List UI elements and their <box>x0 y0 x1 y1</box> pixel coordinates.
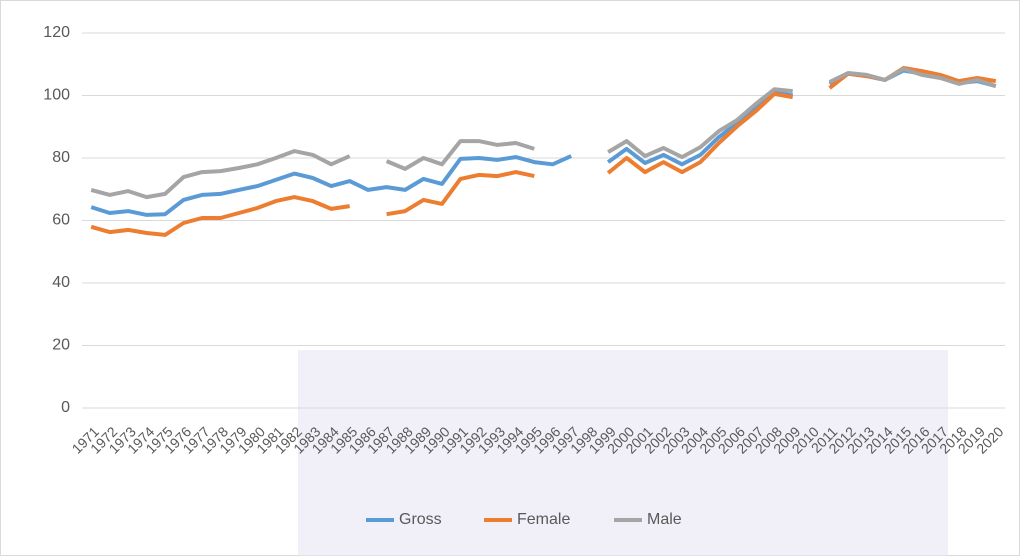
legend-label: Male <box>647 511 682 528</box>
y-tick-label: 0 <box>61 399 70 416</box>
y-tick-label: 80 <box>52 149 70 166</box>
y-tick-label: 40 <box>52 274 70 291</box>
series-line <box>90 66 997 237</box>
y-tick-label: 60 <box>52 212 70 229</box>
y-tick-label: 20 <box>52 337 70 354</box>
y-tick-label: 120 <box>43 24 70 41</box>
legend-label: Gross <box>399 511 442 528</box>
y-tick-label: 100 <box>43 87 70 104</box>
series-line <box>90 66 997 200</box>
legend-label: Female <box>517 511 570 528</box>
